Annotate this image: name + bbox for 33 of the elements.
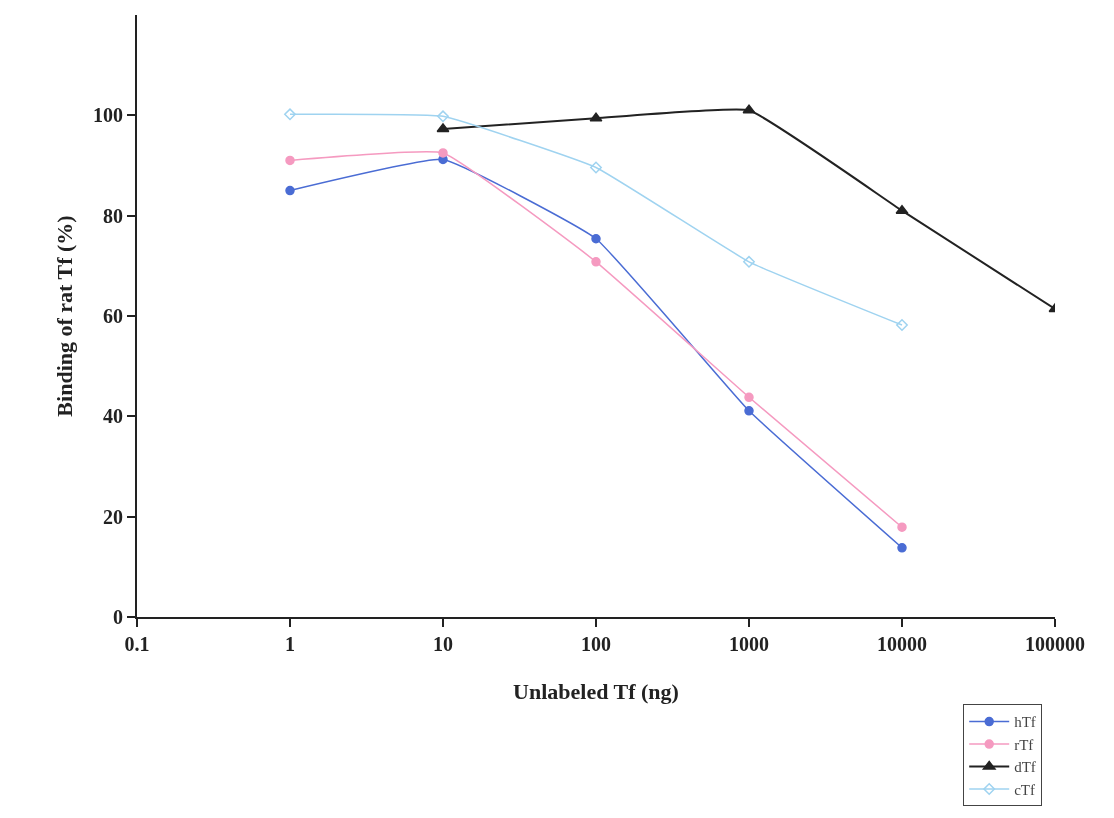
point — [284, 108, 296, 121]
y-axis-title: Binding of rat Tf (%) — [52, 215, 78, 417]
x-tick-label: 10000 — [877, 633, 927, 655]
point — [591, 257, 601, 267]
point — [744, 406, 754, 416]
point — [590, 161, 602, 174]
y-tick-label: 40 — [103, 405, 123, 428]
point — [437, 110, 449, 123]
y-tick-label: 100 — [93, 104, 123, 127]
y-tick-label: 80 — [103, 204, 123, 227]
point — [285, 185, 295, 196]
legend-label: cTf — [1014, 781, 1036, 798]
legend-label: hTf — [1014, 714, 1036, 731]
legend-label: rTf — [1014, 736, 1034, 753]
y-tick-label: 0 — [113, 606, 123, 628]
y-tick-label: 20 — [103, 505, 123, 528]
point — [743, 255, 755, 268]
point — [897, 543, 907, 553]
point — [438, 148, 448, 158]
x-axis-title: Unlabeled Tf (ng) — [513, 679, 679, 705]
x-tick-label: 1000 — [729, 633, 769, 655]
point — [285, 155, 295, 166]
legend-label: dTf — [1014, 759, 1036, 776]
x-tick-label: 1 — [285, 633, 295, 655]
point — [896, 319, 908, 331]
x-tick-label: 100 — [581, 633, 611, 655]
x-tick-label: 10 — [433, 633, 453, 655]
x-tick-label: 100000 — [1025, 633, 1085, 655]
point — [897, 522, 907, 532]
point — [591, 233, 601, 244]
y-tick-label: 60 — [103, 305, 123, 327]
point — [744, 392, 754, 403]
x-tick-label: 0.1 — [124, 633, 150, 655]
